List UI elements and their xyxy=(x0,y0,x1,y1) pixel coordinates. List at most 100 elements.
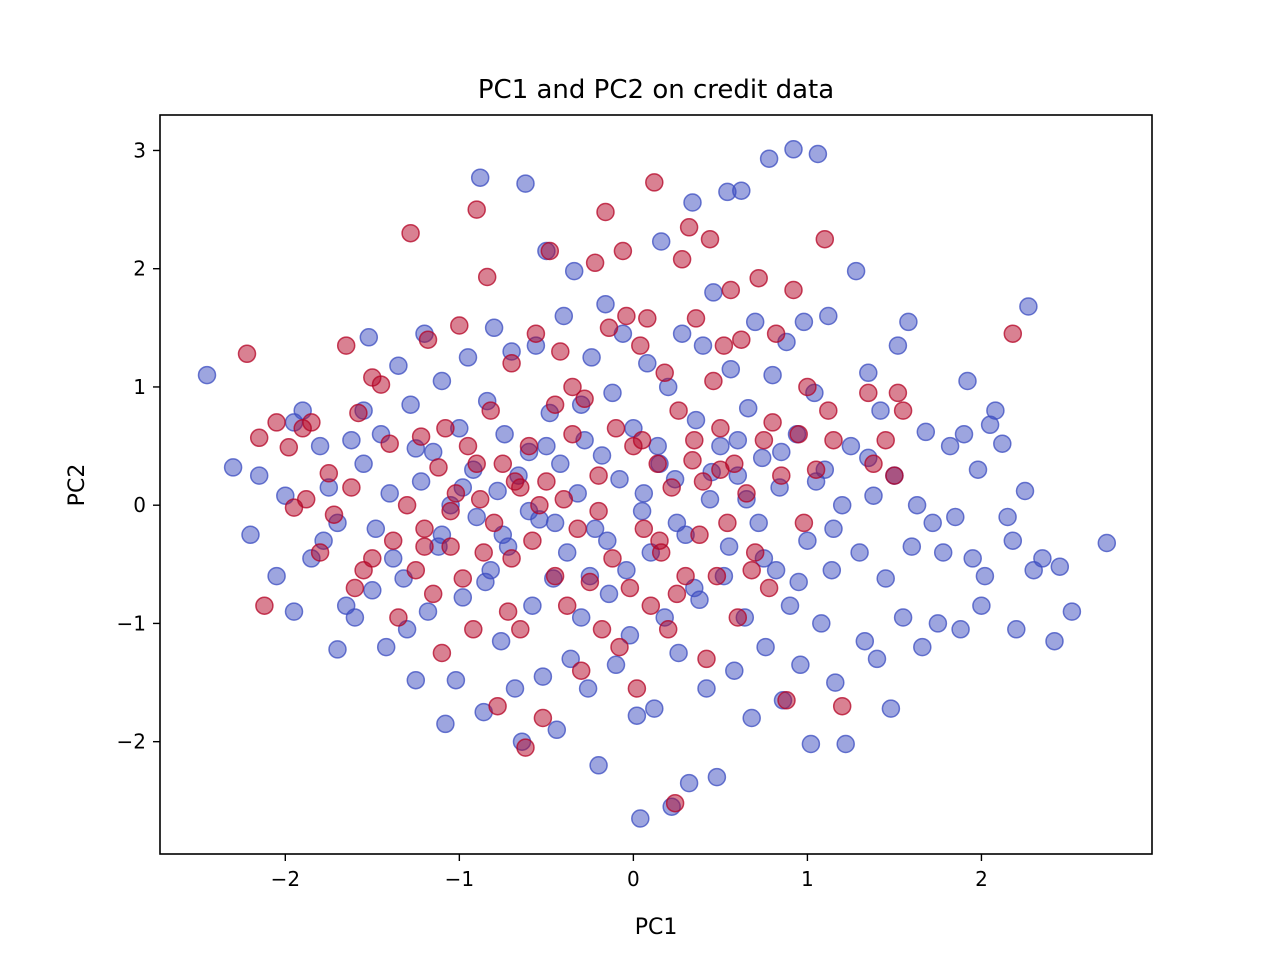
data-point-series-2 xyxy=(580,572,600,592)
data-point-series-2 xyxy=(423,584,443,604)
data-point-series-1 xyxy=(824,519,843,539)
data-point-series-2 xyxy=(617,306,636,326)
data-point-series-2 xyxy=(599,318,619,338)
data-point-series-2 xyxy=(667,584,687,604)
data-point-series-1 xyxy=(899,312,918,332)
data-point-series-2 xyxy=(665,793,685,813)
data-point-series-2 xyxy=(406,560,426,580)
data-point-series-1 xyxy=(470,168,490,187)
data-point-series-1 xyxy=(547,720,567,740)
data-point-series-2 xyxy=(441,537,460,556)
data-point-series-2 xyxy=(686,309,706,328)
data-point-series-1 xyxy=(446,670,466,690)
data-point-series-1 xyxy=(940,436,960,456)
data-point-series-1 xyxy=(780,596,800,615)
data-point-series-2 xyxy=(441,501,460,521)
data-point-series-2 xyxy=(631,336,650,355)
data-point-series-2 xyxy=(415,519,434,539)
data-point-series-1 xyxy=(523,596,542,615)
data-point-series-1 xyxy=(571,608,591,627)
data-point-series-2 xyxy=(371,375,391,394)
data-point-series-1 xyxy=(998,507,1017,527)
data-point-series-2 xyxy=(745,543,765,562)
data-point-series-2 xyxy=(389,608,408,627)
data-point-series-2 xyxy=(679,218,699,237)
data-point-series-1 xyxy=(968,460,988,479)
data-point-series-1 xyxy=(836,734,855,754)
data-point-series-1 xyxy=(1019,297,1038,316)
data-point-series-1 xyxy=(841,436,861,456)
data-point-series-1 xyxy=(864,486,883,505)
data-point-series-2 xyxy=(662,478,681,497)
data-point-series-1 xyxy=(725,661,744,680)
data-point-series-1 xyxy=(267,566,286,586)
data-point-series-1 xyxy=(881,699,901,718)
data-point-series-1 xyxy=(683,193,702,212)
data-point-series-1 xyxy=(789,572,808,592)
data-point-series-2 xyxy=(772,466,791,485)
data-point-series-1 xyxy=(561,649,580,669)
data-point-series-1 xyxy=(928,614,948,633)
data-point-series-2 xyxy=(763,413,782,432)
data-point-series-2 xyxy=(551,342,570,361)
data-point-series-2 xyxy=(474,543,493,562)
y-tick-label: 2 xyxy=(133,257,146,281)
data-point-series-2 xyxy=(411,427,431,446)
data-point-series-1 xyxy=(376,637,396,657)
data-point-series-2 xyxy=(585,253,605,273)
x-tick-label: 1 xyxy=(801,867,814,891)
y-tick-label: 0 xyxy=(133,493,146,517)
data-point-series-2 xyxy=(620,578,640,598)
data-point-series-1 xyxy=(627,706,647,725)
data-point-series-2 xyxy=(279,438,299,457)
data-point-series-1 xyxy=(721,359,741,379)
data-point-series-2 xyxy=(302,413,321,432)
data-point-series-1 xyxy=(972,596,991,615)
data-point-series-1 xyxy=(913,637,932,657)
data-point-series-1 xyxy=(907,495,927,515)
data-point-series-1 xyxy=(766,560,786,580)
data-point-series-2 xyxy=(533,708,553,728)
data-point-series-2 xyxy=(641,596,661,615)
data-point-series-2 xyxy=(345,578,365,598)
data-point-series-1 xyxy=(495,424,514,444)
data-point-series-1 xyxy=(1003,531,1023,550)
data-point-series-1 xyxy=(606,655,626,675)
data-point-series-1 xyxy=(537,436,556,456)
x-tick-label: 2 xyxy=(975,867,988,891)
x-tick-label: −2 xyxy=(271,867,300,891)
data-point-series-2 xyxy=(638,309,657,328)
data-point-series-2 xyxy=(704,371,723,391)
data-point-series-2 xyxy=(383,531,403,550)
data-point-series-1 xyxy=(888,336,908,355)
data-point-series-2 xyxy=(415,537,434,556)
data-point-series-2 xyxy=(526,324,546,343)
data-point-series-1 xyxy=(1097,533,1117,553)
data-point-series-2 xyxy=(714,336,734,355)
data-point-series-1 xyxy=(812,614,831,633)
data-point-series-1 xyxy=(693,336,713,355)
data-point-series-2 xyxy=(516,738,535,757)
data-point-series-1 xyxy=(855,631,875,651)
data-point-series-1 xyxy=(704,283,723,302)
data-point-series-1 xyxy=(801,734,821,754)
data-point-series-1 xyxy=(342,430,361,450)
data-point-series-1 xyxy=(505,679,525,698)
data-point-series-1 xyxy=(491,631,511,651)
data-point-series-1 xyxy=(453,588,473,607)
data-point-series-2 xyxy=(603,549,622,568)
data-point-series-2 xyxy=(589,466,608,485)
data-point-series-2 xyxy=(540,241,560,261)
data-point-series-2 xyxy=(728,608,748,627)
data-point-series-1 xyxy=(669,643,688,663)
data-point-series-2 xyxy=(502,549,521,568)
data-point-series-1 xyxy=(850,543,869,562)
data-point-series-2 xyxy=(888,383,908,403)
data-point-series-1 xyxy=(359,328,379,347)
data-point-series-1 xyxy=(763,365,782,385)
data-point-series-1 xyxy=(916,422,936,442)
data-point-series-2 xyxy=(458,436,478,456)
data-point-series-2 xyxy=(563,377,582,397)
data-point-series-1 xyxy=(808,144,828,164)
